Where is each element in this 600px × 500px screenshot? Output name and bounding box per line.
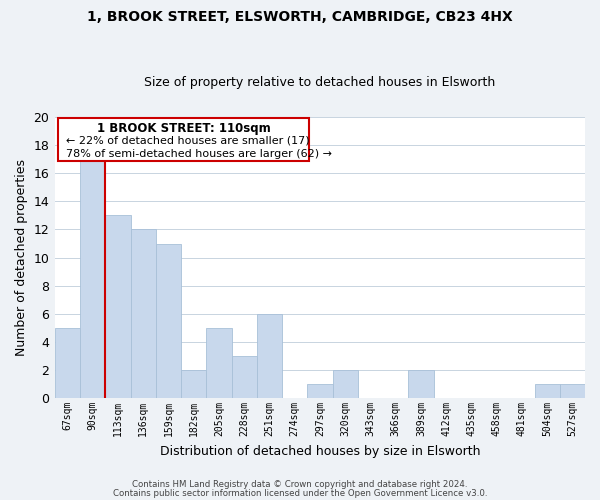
Text: Contains public sector information licensed under the Open Government Licence v3: Contains public sector information licen…: [113, 488, 487, 498]
Bar: [232, 356, 257, 398]
Text: Contains HM Land Registry data © Crown copyright and database right 2024.: Contains HM Land Registry data © Crown c…: [132, 480, 468, 489]
Bar: [131, 230, 156, 398]
Bar: [307, 384, 332, 398]
Y-axis label: Number of detached properties: Number of detached properties: [15, 159, 28, 356]
Bar: [55, 328, 80, 398]
FancyBboxPatch shape: [58, 118, 310, 160]
Bar: [560, 384, 585, 398]
Bar: [409, 370, 434, 398]
Bar: [332, 370, 358, 398]
Bar: [206, 328, 232, 398]
Text: ← 22% of detached houses are smaller (17): ← 22% of detached houses are smaller (17…: [65, 136, 309, 146]
Bar: [181, 370, 206, 398]
Bar: [106, 216, 131, 398]
Text: 1, BROOK STREET, ELSWORTH, CAMBRIDGE, CB23 4HX: 1, BROOK STREET, ELSWORTH, CAMBRIDGE, CB…: [87, 10, 513, 24]
Text: 78% of semi-detached houses are larger (62) →: 78% of semi-detached houses are larger (…: [65, 149, 332, 159]
X-axis label: Distribution of detached houses by size in Elsworth: Distribution of detached houses by size …: [160, 444, 480, 458]
Bar: [80, 159, 106, 398]
Title: Size of property relative to detached houses in Elsworth: Size of property relative to detached ho…: [145, 76, 496, 90]
Text: 1 BROOK STREET: 110sqm: 1 BROOK STREET: 110sqm: [97, 122, 271, 135]
Bar: [156, 244, 181, 398]
Bar: [535, 384, 560, 398]
Bar: [257, 314, 282, 398]
